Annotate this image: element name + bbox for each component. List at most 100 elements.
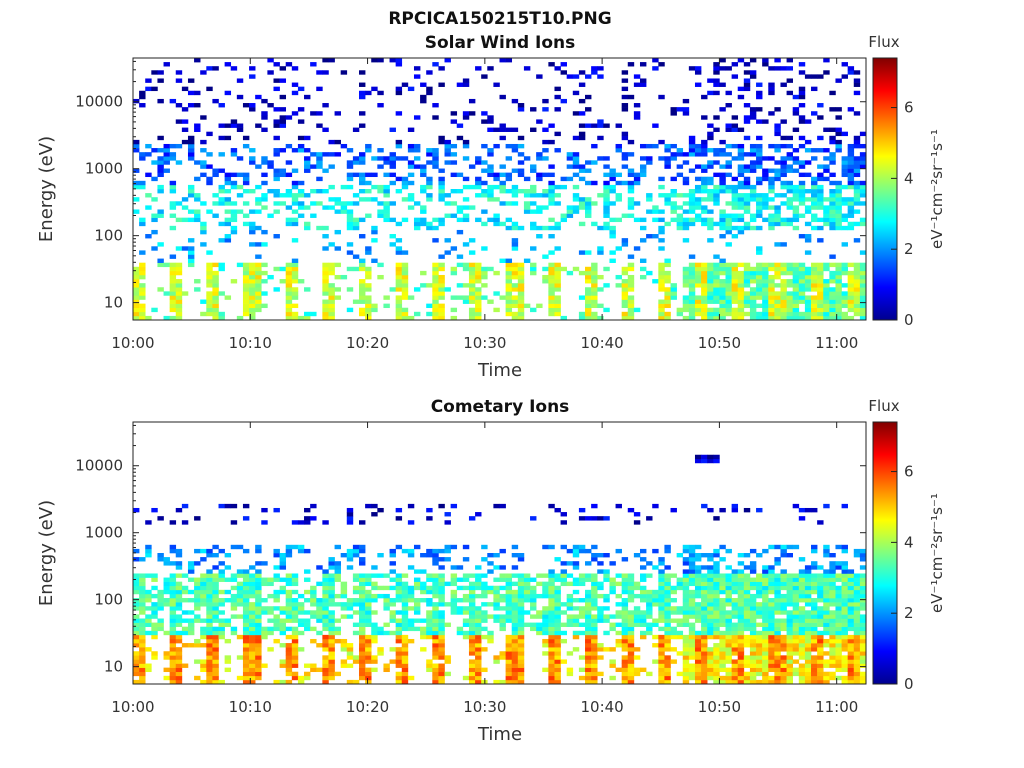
heatmap-cell xyxy=(352,659,360,664)
heatmap-cell xyxy=(786,589,793,595)
x-tick-label: 10:50 xyxy=(698,334,741,352)
heatmap-cell xyxy=(627,172,635,178)
heatmap-cell xyxy=(340,184,348,190)
heatmap-cell xyxy=(139,283,146,288)
heatmap-cell xyxy=(157,258,164,263)
heatmap-cell xyxy=(401,651,409,656)
heatmap-cell xyxy=(847,156,855,161)
heatmap-cell xyxy=(639,78,647,83)
heatmap-cell xyxy=(725,217,732,223)
heatmap-cell xyxy=(658,663,665,668)
heatmap-cell xyxy=(774,675,781,681)
heatmap-cell xyxy=(249,148,256,153)
heatmap-cell xyxy=(242,573,250,578)
heatmap-cell xyxy=(725,602,732,607)
heatmap-cell xyxy=(817,634,824,640)
heatmap-cell xyxy=(694,553,702,558)
heatmap-cell xyxy=(438,303,445,309)
heatmap-cell xyxy=(438,618,445,623)
heatmap-cell xyxy=(413,74,421,79)
heatmap-cell xyxy=(548,602,555,607)
heatmap-cell xyxy=(572,577,580,582)
heatmap-cell xyxy=(853,164,861,169)
heatmap-cell xyxy=(438,651,445,656)
heatmap-cell xyxy=(823,573,830,578)
heatmap-cell xyxy=(542,614,549,619)
heatmap-cell xyxy=(432,585,439,591)
heatmap-cell xyxy=(432,307,439,313)
heatmap-cell xyxy=(181,618,189,623)
heatmap-cell xyxy=(841,503,848,509)
heatmap-cell xyxy=(395,189,403,194)
heatmap-cell xyxy=(157,213,164,218)
heatmap-cell xyxy=(603,172,610,178)
heatmap-cell xyxy=(597,655,604,660)
heatmap-cell xyxy=(676,225,684,231)
heatmap-cell xyxy=(212,66,219,71)
heatmap-cell xyxy=(713,675,720,681)
heatmap-cell xyxy=(829,225,836,231)
heatmap-cell xyxy=(682,160,690,165)
heatmap-cell xyxy=(713,589,720,595)
heatmap-cell xyxy=(194,577,201,582)
heatmap-cell xyxy=(401,598,409,603)
heatmap-cell xyxy=(774,622,781,627)
heatmap-cell xyxy=(792,270,800,276)
heatmap-cell xyxy=(505,663,513,668)
heatmap-cell xyxy=(762,307,769,313)
heatmap-cell xyxy=(853,238,861,243)
heatmap-cell xyxy=(487,553,494,558)
heatmap-cell xyxy=(664,291,671,296)
heatmap-cell xyxy=(322,675,329,681)
heatmap-cell xyxy=(407,164,415,169)
heatmap-cell xyxy=(255,655,262,660)
heatmap-cell xyxy=(212,573,219,578)
heatmap-cell xyxy=(438,602,445,607)
heatmap-cell xyxy=(615,630,622,636)
heatmap-cell xyxy=(835,197,842,202)
heatmap-cell xyxy=(780,553,787,558)
heatmap-cell xyxy=(554,593,561,599)
heatmap-cell xyxy=(249,667,256,673)
heatmap-cell xyxy=(792,638,800,644)
heatmap-cell xyxy=(737,307,745,313)
heatmap-cell xyxy=(334,638,341,644)
heatmap-cell xyxy=(352,679,360,684)
heatmap-cell xyxy=(823,307,830,313)
heatmap-cell xyxy=(756,197,763,202)
heatmap-cell xyxy=(707,454,714,460)
heatmap-cell xyxy=(255,123,262,128)
heatmap-cell xyxy=(829,307,836,313)
heatmap-cell xyxy=(737,164,745,169)
heatmap-cell xyxy=(157,593,164,599)
y-tick-label: 1000 xyxy=(85,160,123,178)
heatmap-cell xyxy=(249,610,256,615)
heatmap-cell xyxy=(762,626,769,632)
heatmap-cell xyxy=(401,287,409,292)
heatmap-cell xyxy=(377,626,384,632)
heatmap-cell xyxy=(481,283,488,288)
heatmap-cell xyxy=(206,593,213,599)
heatmap-cell xyxy=(304,94,311,100)
heatmap-cell xyxy=(676,221,684,227)
heatmap-cell xyxy=(780,291,787,296)
heatmap-cell xyxy=(432,315,439,320)
heatmap-cell xyxy=(352,266,360,272)
heatmap-cell xyxy=(273,119,280,124)
heatmap-cell xyxy=(139,651,146,656)
heatmap-cell xyxy=(798,287,806,292)
heatmap-cell xyxy=(554,148,561,153)
heatmap-cell xyxy=(206,589,213,595)
heatmap-cell xyxy=(591,630,598,636)
heatmap-cell xyxy=(774,176,781,182)
heatmap-cell xyxy=(646,602,653,607)
heatmap-cell xyxy=(829,638,836,644)
heatmap-cell xyxy=(224,234,232,239)
heatmap-cell xyxy=(468,250,476,255)
heatmap-cell xyxy=(743,589,751,595)
heatmap-cell xyxy=(585,123,592,128)
heatmap-cell xyxy=(175,78,183,83)
heatmap-cell xyxy=(316,70,323,75)
heatmap-cell xyxy=(823,291,830,296)
heatmap-cell xyxy=(823,553,830,558)
